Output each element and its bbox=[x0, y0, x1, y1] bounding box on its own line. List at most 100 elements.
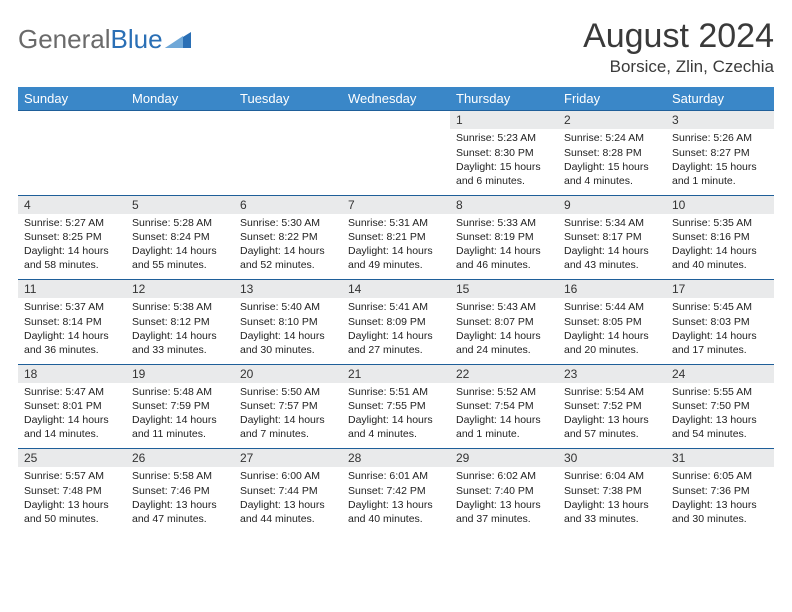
day-info-cell: Sunrise: 5:50 AMSunset: 7:57 PMDaylight:… bbox=[234, 383, 342, 449]
day-number: 17 bbox=[672, 282, 685, 296]
sunrise-line: Sunrise: 5:26 AM bbox=[672, 131, 768, 145]
sunrise-line: Sunrise: 5:55 AM bbox=[672, 385, 768, 399]
day-number-cell: 8 bbox=[450, 195, 558, 214]
day-number-cell: 4 bbox=[18, 195, 126, 214]
day-info-cell: Sunrise: 5:27 AMSunset: 8:25 PMDaylight:… bbox=[18, 214, 126, 280]
day-number-cell: 30 bbox=[558, 449, 666, 468]
sunset-line: Sunset: 7:46 PM bbox=[132, 484, 228, 498]
daylight-line: Daylight: 13 hours and 54 minutes. bbox=[672, 413, 768, 441]
day-number-cell: 10 bbox=[666, 195, 774, 214]
day-number-cell: 3 bbox=[666, 111, 774, 130]
day-info-cell bbox=[234, 129, 342, 195]
day-number: 25 bbox=[24, 451, 37, 465]
sunset-line: Sunset: 7:44 PM bbox=[240, 484, 336, 498]
day-info-cell bbox=[126, 129, 234, 195]
daynum-row: 11121314151617 bbox=[18, 280, 774, 299]
sunset-line: Sunset: 8:28 PM bbox=[564, 146, 660, 160]
sunrise-line: Sunrise: 6:04 AM bbox=[564, 469, 660, 483]
day-info-cell: Sunrise: 5:45 AMSunset: 8:03 PMDaylight:… bbox=[666, 298, 774, 364]
sunrise-line: Sunrise: 5:51 AM bbox=[348, 385, 444, 399]
sunset-line: Sunset: 8:14 PM bbox=[24, 315, 120, 329]
day-info-cell bbox=[342, 129, 450, 195]
daylight-line: Daylight: 14 hours and 36 minutes. bbox=[24, 329, 120, 357]
sunrise-line: Sunrise: 5:41 AM bbox=[348, 300, 444, 314]
daylight-line: Daylight: 14 hours and 43 minutes. bbox=[564, 244, 660, 272]
day-info-cell: Sunrise: 5:34 AMSunset: 8:17 PMDaylight:… bbox=[558, 214, 666, 280]
day-number-cell: 21 bbox=[342, 364, 450, 383]
day-info-cell: Sunrise: 5:41 AMSunset: 8:09 PMDaylight:… bbox=[342, 298, 450, 364]
day-info-cell: Sunrise: 5:35 AMSunset: 8:16 PMDaylight:… bbox=[666, 214, 774, 280]
day-info-cell: Sunrise: 6:04 AMSunset: 7:38 PMDaylight:… bbox=[558, 467, 666, 533]
day-number-cell: 27 bbox=[234, 449, 342, 468]
sunset-line: Sunset: 8:30 PM bbox=[456, 146, 552, 160]
sunrise-line: Sunrise: 5:44 AM bbox=[564, 300, 660, 314]
day-number: 30 bbox=[564, 451, 577, 465]
sunrise-line: Sunrise: 5:57 AM bbox=[24, 469, 120, 483]
dow-wednesday: Wednesday bbox=[342, 87, 450, 111]
sunset-line: Sunset: 7:48 PM bbox=[24, 484, 120, 498]
sunset-line: Sunset: 8:21 PM bbox=[348, 230, 444, 244]
day-number: 28 bbox=[348, 451, 361, 465]
brand-logo: GeneralBlue bbox=[18, 18, 191, 55]
day-number-cell: 24 bbox=[666, 364, 774, 383]
day-number-cell: 29 bbox=[450, 449, 558, 468]
daylight-line: Daylight: 13 hours and 50 minutes. bbox=[24, 498, 120, 526]
daynum-row: 25262728293031 bbox=[18, 449, 774, 468]
sunset-line: Sunset: 7:36 PM bbox=[672, 484, 768, 498]
daylight-line: Daylight: 14 hours and 24 minutes. bbox=[456, 329, 552, 357]
daylight-line: Daylight: 14 hours and 33 minutes. bbox=[132, 329, 228, 357]
sunset-line: Sunset: 7:54 PM bbox=[456, 399, 552, 413]
day-info-cell: Sunrise: 6:02 AMSunset: 7:40 PMDaylight:… bbox=[450, 467, 558, 533]
daylight-line: Daylight: 14 hours and 27 minutes. bbox=[348, 329, 444, 357]
day-info-cell: Sunrise: 6:05 AMSunset: 7:36 PMDaylight:… bbox=[666, 467, 774, 533]
sunset-line: Sunset: 8:27 PM bbox=[672, 146, 768, 160]
logo-text-blue: Blue bbox=[111, 24, 163, 55]
sunset-line: Sunset: 7:59 PM bbox=[132, 399, 228, 413]
day-number: 15 bbox=[456, 282, 469, 296]
page-header: GeneralBlue August 2024 Borsice, Zlin, C… bbox=[18, 18, 774, 77]
day-number-cell: 25 bbox=[18, 449, 126, 468]
daylight-line: Daylight: 14 hours and 1 minute. bbox=[456, 413, 552, 441]
sunrise-line: Sunrise: 6:02 AM bbox=[456, 469, 552, 483]
sunrise-line: Sunrise: 5:40 AM bbox=[240, 300, 336, 314]
day-info-cell: Sunrise: 5:57 AMSunset: 7:48 PMDaylight:… bbox=[18, 467, 126, 533]
sunrise-line: Sunrise: 5:37 AM bbox=[24, 300, 120, 314]
month-title: August 2024 bbox=[583, 18, 774, 55]
day-number: 22 bbox=[456, 367, 469, 381]
dow-monday: Monday bbox=[126, 87, 234, 111]
day-info-cell: Sunrise: 5:52 AMSunset: 7:54 PMDaylight:… bbox=[450, 383, 558, 449]
day-number-cell: 7 bbox=[342, 195, 450, 214]
day-info-cell: Sunrise: 5:38 AMSunset: 8:12 PMDaylight:… bbox=[126, 298, 234, 364]
day-number: 8 bbox=[456, 198, 463, 212]
day-number: 24 bbox=[672, 367, 685, 381]
day-info-cell: Sunrise: 5:48 AMSunset: 7:59 PMDaylight:… bbox=[126, 383, 234, 449]
sunrise-line: Sunrise: 5:50 AM bbox=[240, 385, 336, 399]
day-info-cell: Sunrise: 5:44 AMSunset: 8:05 PMDaylight:… bbox=[558, 298, 666, 364]
daylight-line: Daylight: 13 hours and 47 minutes. bbox=[132, 498, 228, 526]
day-info-cell: Sunrise: 5:40 AMSunset: 8:10 PMDaylight:… bbox=[234, 298, 342, 364]
title-block: August 2024 Borsice, Zlin, Czechia bbox=[583, 18, 774, 77]
day-number: 27 bbox=[240, 451, 253, 465]
dow-friday: Friday bbox=[558, 87, 666, 111]
sunrise-line: Sunrise: 5:54 AM bbox=[564, 385, 660, 399]
sunset-line: Sunset: 8:24 PM bbox=[132, 230, 228, 244]
sunset-line: Sunset: 8:16 PM bbox=[672, 230, 768, 244]
day-number: 23 bbox=[564, 367, 577, 381]
day-info-cell: Sunrise: 5:37 AMSunset: 8:14 PMDaylight:… bbox=[18, 298, 126, 364]
day-number: 11 bbox=[24, 282, 36, 296]
sunrise-line: Sunrise: 5:58 AM bbox=[132, 469, 228, 483]
day-number: 5 bbox=[132, 198, 139, 212]
dow-saturday: Saturday bbox=[666, 87, 774, 111]
sunset-line: Sunset: 7:50 PM bbox=[672, 399, 768, 413]
dayinfo-row: Sunrise: 5:23 AMSunset: 8:30 PMDaylight:… bbox=[18, 129, 774, 195]
dayinfo-row: Sunrise: 5:37 AMSunset: 8:14 PMDaylight:… bbox=[18, 298, 774, 364]
day-number-cell: 5 bbox=[126, 195, 234, 214]
daylight-line: Daylight: 15 hours and 1 minute. bbox=[672, 160, 768, 188]
daylight-line: Daylight: 14 hours and 7 minutes. bbox=[240, 413, 336, 441]
daylight-line: Daylight: 14 hours and 30 minutes. bbox=[240, 329, 336, 357]
sunset-line: Sunset: 7:40 PM bbox=[456, 484, 552, 498]
logo-mark-icon bbox=[165, 24, 191, 55]
sunrise-line: Sunrise: 6:01 AM bbox=[348, 469, 444, 483]
day-info-cell: Sunrise: 5:23 AMSunset: 8:30 PMDaylight:… bbox=[450, 129, 558, 195]
day-info-cell bbox=[18, 129, 126, 195]
